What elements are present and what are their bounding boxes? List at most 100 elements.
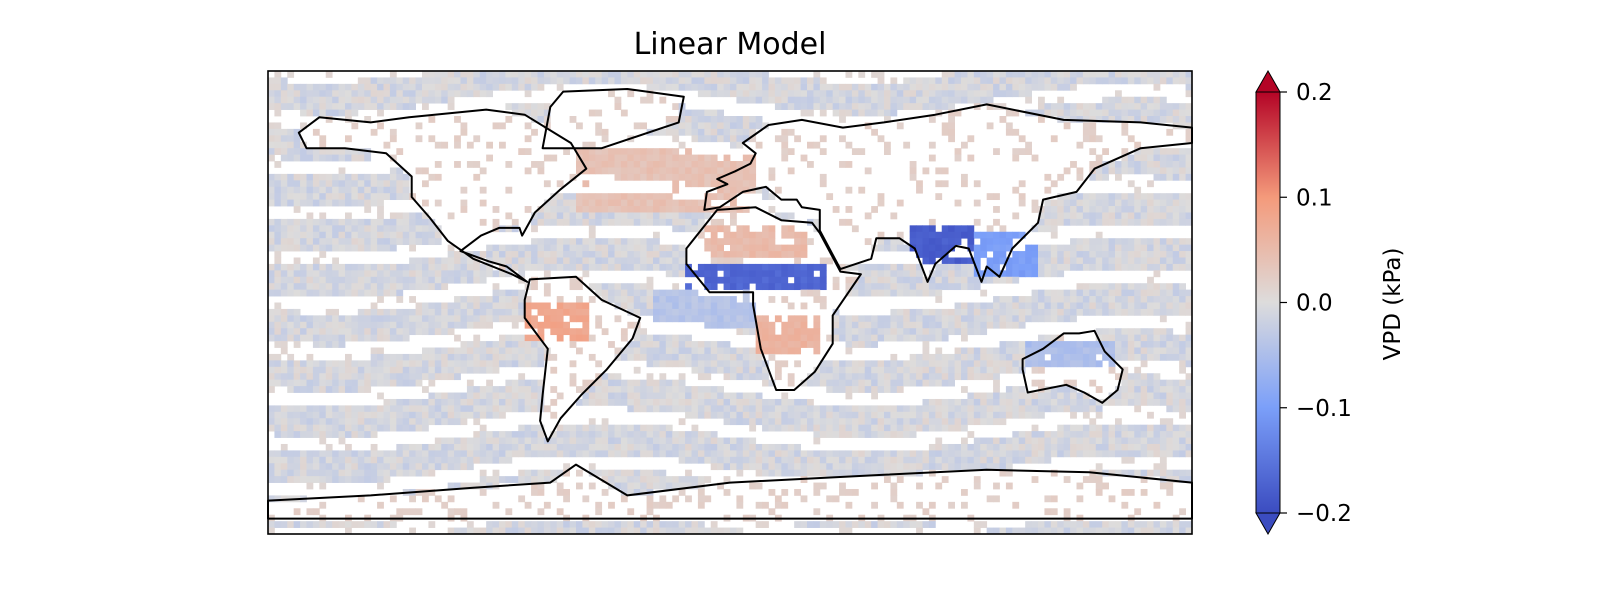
grid-cell (685, 225, 692, 233)
grid-cell (755, 244, 763, 252)
grid-cell (1115, 173, 1122, 181)
grid-cell (312, 180, 320, 188)
grid-cell (672, 173, 680, 181)
grid-cell (1044, 71, 1052, 78)
grid-cell (1166, 103, 1174, 110)
grid-cell (332, 411, 339, 419)
grid-cell (736, 263, 744, 271)
grid-cell (665, 334, 673, 342)
grid-cell (723, 411, 731, 419)
grid-cell (672, 225, 680, 233)
grid-cell (428, 353, 436, 361)
grid-cell (588, 109, 596, 117)
grid-cell (1038, 392, 1045, 400)
grid-cell (332, 276, 339, 284)
grid-cell (569, 206, 577, 213)
grid-cell (389, 405, 397, 413)
grid-cell (800, 321, 808, 329)
grid-cell (402, 405, 410, 413)
grid-cell (1166, 289, 1174, 297)
grid-cell (832, 386, 840, 393)
grid-cell (492, 71, 500, 78)
grid-cell (563, 257, 570, 265)
grid-cell (319, 135, 327, 143)
grid-cell (531, 347, 538, 355)
grid-cell (961, 141, 968, 149)
grid-cell (678, 405, 686, 413)
grid-cell (659, 148, 667, 155)
grid-cell (890, 90, 898, 98)
grid-cell (319, 283, 327, 291)
grid-cell (293, 180, 301, 188)
grid-cell (1172, 109, 1180, 117)
grid-cell (909, 231, 917, 239)
grid-cell (441, 96, 449, 104)
grid-cell (1102, 199, 1109, 207)
grid-cell (633, 328, 641, 336)
grid-cell (370, 347, 378, 355)
grid-cell (338, 103, 346, 110)
grid-cell (1102, 167, 1109, 175)
grid-cell (1050, 212, 1058, 220)
grid-cell (409, 353, 416, 361)
grid-cell (672, 244, 680, 252)
grid-cell (1159, 263, 1167, 271)
grid-cell (948, 398, 955, 406)
grid-cell (447, 96, 455, 104)
grid-cell (300, 154, 307, 162)
grid-cell (967, 244, 975, 252)
grid-cell (973, 328, 981, 336)
grid-cell (543, 244, 551, 252)
grid-cell (736, 353, 744, 361)
grid-cell (486, 141, 493, 149)
grid-cell (441, 392, 449, 400)
grid-cell (826, 411, 834, 419)
grid-cell (428, 283, 436, 291)
grid-cell (819, 103, 827, 110)
grid-cell (653, 71, 660, 78)
grid-cell (1172, 263, 1180, 271)
grid-cell (986, 302, 994, 310)
grid-cell (479, 392, 487, 400)
grid-cell (319, 437, 327, 445)
grid-cell (717, 90, 724, 98)
grid-cell (389, 180, 397, 188)
grid-cell (659, 206, 667, 213)
grid-cell (588, 431, 596, 438)
grid-cell (351, 231, 359, 239)
grid-cell (884, 148, 891, 155)
grid-cell (608, 238, 615, 246)
grid-cell (967, 347, 975, 355)
grid-cell (460, 257, 468, 265)
grid-cell (697, 167, 705, 175)
grid-cell (383, 366, 391, 374)
grid-cell (736, 161, 744, 168)
grid-cell (1057, 341, 1065, 348)
grid-cell (389, 353, 397, 361)
grid-cell (922, 347, 930, 355)
grid-cell (319, 154, 327, 162)
grid-cell (332, 238, 339, 246)
grid-cell (948, 77, 955, 85)
grid-cell (1172, 283, 1180, 291)
grid-cell (1115, 328, 1122, 336)
grid-cell (954, 276, 962, 284)
grid-cell (1172, 386, 1180, 393)
grid-cell (492, 270, 500, 278)
grid-cell (325, 315, 333, 323)
grid-cell (351, 379, 359, 387)
grid-cell (1070, 379, 1077, 387)
grid-cell (864, 431, 872, 438)
grid-cell (274, 71, 282, 78)
grid-cell (543, 180, 551, 188)
grid-cell (1044, 77, 1052, 85)
grid-cell (961, 180, 968, 188)
grid-cell (749, 128, 757, 136)
grid-cell (787, 148, 795, 155)
grid-cell (466, 90, 474, 98)
grid-cell (717, 225, 724, 233)
grid-cell (396, 83, 404, 91)
grid-cell (396, 289, 404, 297)
grid-cell (851, 373, 859, 381)
grid-cell (807, 405, 814, 413)
